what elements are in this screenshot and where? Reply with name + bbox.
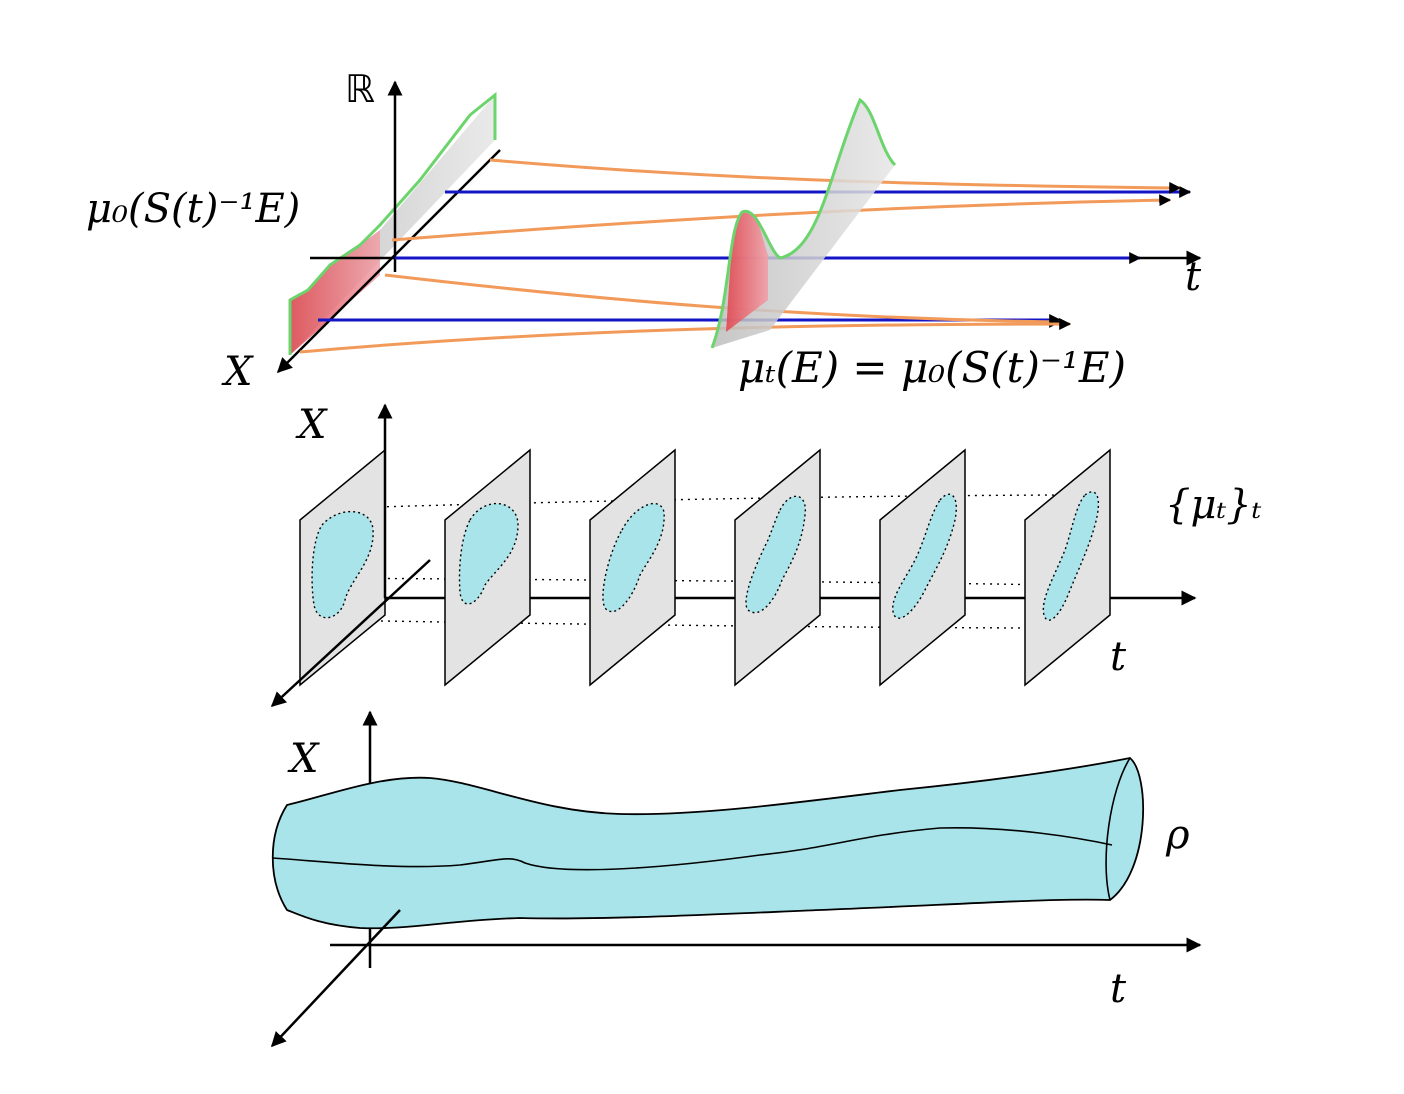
t-axis-label-bottom: t (1110, 966, 1127, 1012)
tube-end-cap (1105, 757, 1131, 901)
measure-family-label: {μₜ}ₜ (1165, 482, 1262, 528)
dotted-envelope-middle (317, 577, 1051, 586)
tube-midline (272, 826, 1113, 871)
top-panel: ℝ X t μ₀(S(t)⁻¹E) μₜ(E) = μ₀(S(t)⁻¹E) (86, 67, 1202, 395)
x-axis-label-bottom: X (287, 736, 320, 782)
measure-support-5 (892, 493, 957, 619)
x-axis-top (276, 149, 501, 374)
measure-support-1 (311, 511, 374, 619)
set-e-region (290, 230, 380, 355)
density-curve-initial (288, 91, 497, 355)
x-axis-label-middle: X (295, 402, 328, 448)
time-slice-4 (734, 448, 821, 687)
x-axis-bottom-diagonal (270, 909, 401, 1048)
set-e-region-transported (726, 211, 768, 332)
initial-density-slab (288, 91, 497, 355)
trajectory-2 (391, 194, 1172, 242)
time-slice-1 (299, 448, 386, 687)
measure-support-3 (602, 502, 665, 613)
density-tube (271, 757, 1145, 930)
t-axis-label-middle: t (1110, 634, 1127, 680)
time-slice-2 (444, 448, 531, 687)
r-axis-label: ℝ (345, 67, 375, 111)
trajectory-4 (299, 318, 1072, 354)
initial-measure-label: μ₀(S(t)⁻¹E) (86, 186, 300, 232)
density-curve-transported (710, 97, 897, 349)
time-slice-3 (589, 448, 676, 687)
measure-support-4 (745, 495, 806, 614)
measure-support-2 (458, 503, 519, 605)
trajectory-3 (384, 273, 1062, 328)
trajectory-1 (489, 158, 1182, 194)
time-slice-6 (1024, 448, 1111, 687)
x-axis-label-top: X (221, 349, 254, 395)
t-axis-label-top: t (1185, 254, 1202, 300)
measure-support-6 (1042, 491, 1100, 621)
transported-density (710, 97, 897, 349)
middle-panel: X t {μₜ}ₜ (270, 402, 1262, 708)
dotted-envelope-top (344, 494, 1093, 509)
time-slice-5 (879, 448, 966, 687)
pushforward-formula: μₜ(E) = μ₀(S(t)⁻¹E) (738, 343, 1126, 392)
density-label: ρ (1165, 812, 1190, 858)
x-axis-middle-diagonal (270, 559, 431, 708)
bottom-panel: X t ρ (270, 710, 1202, 1048)
dotted-envelope-bottom (324, 619, 1061, 629)
